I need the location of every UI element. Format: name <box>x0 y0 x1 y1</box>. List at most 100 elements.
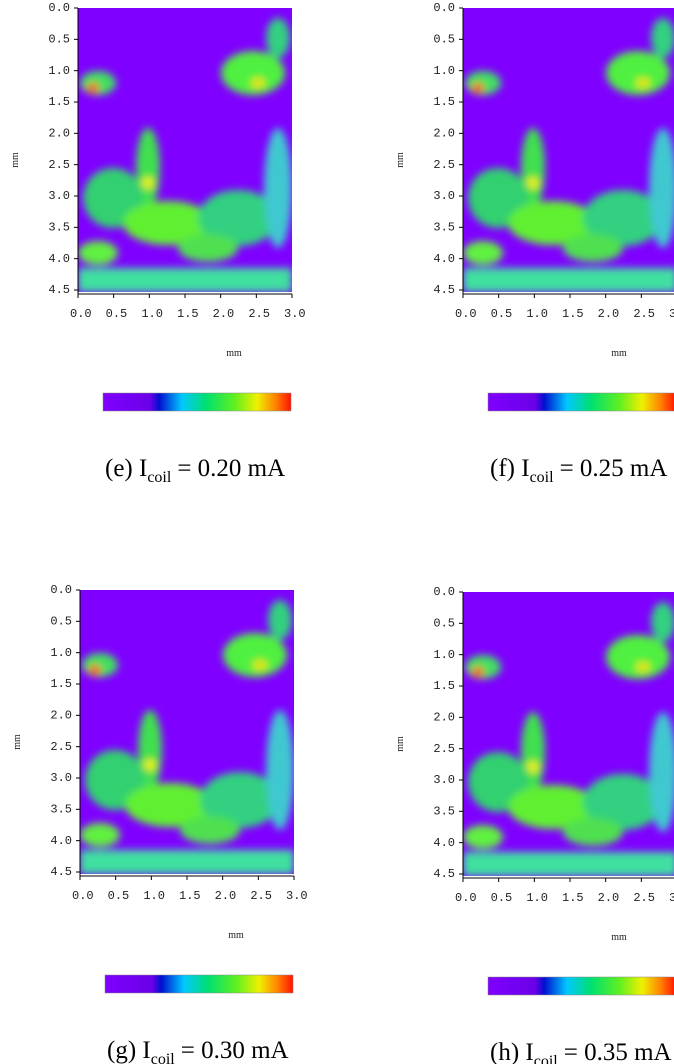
panel: 0.00.51.01.52.02.53.03.54.04.50.0 0.5 1.0 1… <box>10 1 306 486</box>
heatmap <box>463 8 674 292</box>
y-axis-label: mm <box>10 152 21 168</box>
x-tick-label: 1.5 <box>179 889 201 903</box>
y-tick-label: 3.5 <box>48 221 70 235</box>
caption: (e) Icoil = 0.20 mA <box>105 455 285 486</box>
y-tick-label: 4.5 <box>433 867 455 881</box>
y-axis-label: mm <box>395 152 406 168</box>
y-tick-label: 1.5 <box>433 679 455 693</box>
caption-rest: = 0.30 mA <box>181 1037 289 1064</box>
caption-subscript: coil <box>151 1051 176 1064</box>
x-tick-label: 2.0 <box>598 307 620 321</box>
y-tick-label: 3.5 <box>433 221 455 235</box>
y-tick-label: 3.0 <box>50 771 72 785</box>
x-tick-label: 0.5 <box>491 891 513 905</box>
caption-rest: = 0.25 mA <box>560 455 668 482</box>
caption-rest: = 0.35 mA <box>564 1039 672 1064</box>
x-axis-label: mm <box>611 348 627 359</box>
x-tick-label: 1.5 <box>562 891 584 905</box>
panel: 0.00.51.01.52.02.53.03.54.04.50.0 0.5 1.0 1… <box>395 585 674 1064</box>
x-tick-label: 2.5 <box>633 891 655 905</box>
x-axis-label: mm <box>611 932 627 943</box>
y-tick-label: 4.5 <box>50 865 72 879</box>
x-tick-label: 2.5 <box>248 307 270 321</box>
x-tick-label: 0.0 <box>455 891 477 905</box>
colorbar <box>102 392 292 412</box>
x-tick-label: 3.0 <box>286 889 308 903</box>
y-tick-label: 0.5 <box>48 33 70 47</box>
x-tick-label: 0.0 <box>70 307 92 321</box>
x-tick-label: 1.5 <box>562 307 584 321</box>
caption-label: (e) I <box>105 455 147 482</box>
y-axis-label: mm <box>395 736 406 752</box>
y-tick-label: 2.0 <box>433 127 455 141</box>
y-tick-label: 1.5 <box>433 95 455 109</box>
heatmap <box>463 592 674 876</box>
heatmap <box>80 590 294 874</box>
y-tick-label: 2.0 <box>50 709 72 723</box>
y-tick-label: 1.5 <box>48 95 70 109</box>
y-tick-label: 4.0 <box>50 834 72 848</box>
x-tick-label: 1.0 <box>526 891 548 905</box>
x-tick-label: 1.0 <box>141 307 163 321</box>
y-tick-label: 3.5 <box>433 805 455 819</box>
y-tick-label: 1.0 <box>433 648 455 662</box>
x-tick-label: 2.0 <box>215 889 237 903</box>
y-tick-label: 0.0 <box>50 583 72 597</box>
caption: (f) Icoil = 0.25 mA <box>490 455 667 486</box>
caption-label: (f) I <box>490 455 530 482</box>
caption-rest: = 0.20 mA <box>177 455 285 482</box>
x-axis-label: mm <box>228 930 244 941</box>
y-tick-label: 4.5 <box>433 283 455 297</box>
caption-subscript: coil <box>530 469 555 486</box>
caption: (g) Icoil = 0.30 mA <box>107 1037 289 1064</box>
caption-label: (g) I <box>107 1037 151 1064</box>
x-tick-label: 1.0 <box>143 889 165 903</box>
y-tick-label: 2.5 <box>433 158 455 172</box>
y-tick-label: 3.0 <box>433 189 455 203</box>
y-tick-label: 2.5 <box>48 158 70 172</box>
y-tick-label: 0.0 <box>433 1 455 15</box>
colorbar <box>487 976 674 996</box>
y-tick-label: 4.0 <box>433 836 455 850</box>
x-tick-label: 0.5 <box>106 307 128 321</box>
caption: (h) Icoil = 0.35 mA <box>490 1039 672 1064</box>
panel: 0.00.51.01.52.02.53.03.54.04.50.0 0.5 1.0 1… <box>395 1 674 486</box>
y-tick-label: 0.0 <box>48 1 70 15</box>
x-tick-label: 1.5 <box>177 307 199 321</box>
x-tick-label: 0.0 <box>72 889 94 903</box>
y-tick-label: 0.5 <box>433 33 455 47</box>
colorbar <box>487 392 674 412</box>
x-tick-label: 0.0 <box>455 307 477 321</box>
x-tick-label: 1.0 <box>526 307 548 321</box>
y-tick-label: 2.0 <box>48 127 70 141</box>
y-tick-label: 1.0 <box>48 64 70 78</box>
y-tick-label: 4.0 <box>48 252 70 266</box>
y-tick-label: 3.0 <box>48 189 70 203</box>
x-tick-label: 2.0 <box>598 891 620 905</box>
y-tick-label: 2.0 <box>433 711 455 725</box>
y-axis-label: mm <box>12 734 23 750</box>
y-tick-label: 0.0 <box>433 585 455 599</box>
x-axis-label: mm <box>226 348 242 359</box>
colorbar <box>104 974 294 994</box>
x-tick-label: 3.0 <box>284 307 306 321</box>
x-tick-label: 2.0 <box>213 307 235 321</box>
caption-subscript: coil <box>534 1053 559 1064</box>
y-tick-label: 4.5 <box>48 283 70 297</box>
caption-subscript: coil <box>147 469 172 486</box>
x-tick-label: 0.5 <box>491 307 513 321</box>
y-tick-label: 1.0 <box>433 64 455 78</box>
y-tick-label: 0.5 <box>50 615 72 629</box>
y-tick-label: 1.0 <box>50 646 72 660</box>
x-tick-label: 3.0 <box>669 891 674 905</box>
panel: 0.00.51.01.52.02.53.03.54.04.50.0 0.5 1.0 1… <box>12 583 308 1064</box>
y-tick-label: 0.5 <box>433 617 455 631</box>
y-tick-label: 3.0 <box>433 773 455 787</box>
x-tick-label: 0.5 <box>108 889 130 903</box>
y-tick-label: 2.5 <box>433 742 455 756</box>
caption-label: (h) I <box>490 1039 534 1064</box>
y-tick-label: 3.5 <box>50 803 72 817</box>
y-tick-label: 1.5 <box>50 677 72 691</box>
